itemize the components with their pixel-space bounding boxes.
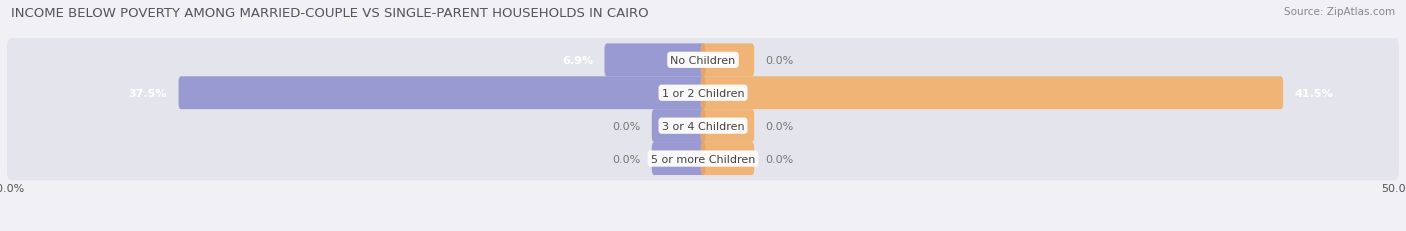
FancyBboxPatch shape bbox=[652, 110, 706, 143]
FancyBboxPatch shape bbox=[700, 44, 754, 77]
FancyBboxPatch shape bbox=[7, 104, 1399, 148]
Text: 0.0%: 0.0% bbox=[766, 154, 794, 164]
FancyBboxPatch shape bbox=[7, 137, 1399, 180]
FancyBboxPatch shape bbox=[652, 143, 706, 175]
FancyBboxPatch shape bbox=[7, 72, 1399, 115]
FancyBboxPatch shape bbox=[700, 110, 754, 143]
Text: 37.5%: 37.5% bbox=[129, 88, 167, 98]
Text: 6.9%: 6.9% bbox=[562, 56, 593, 66]
Text: Source: ZipAtlas.com: Source: ZipAtlas.com bbox=[1284, 7, 1395, 17]
Text: 0.0%: 0.0% bbox=[612, 154, 640, 164]
Text: 1 or 2 Children: 1 or 2 Children bbox=[662, 88, 744, 98]
Text: No Children: No Children bbox=[671, 56, 735, 66]
FancyBboxPatch shape bbox=[179, 77, 706, 110]
Text: 3 or 4 Children: 3 or 4 Children bbox=[662, 121, 744, 131]
Text: 0.0%: 0.0% bbox=[766, 56, 794, 66]
FancyBboxPatch shape bbox=[700, 77, 1284, 110]
Text: 0.0%: 0.0% bbox=[766, 121, 794, 131]
Text: 41.5%: 41.5% bbox=[1295, 88, 1333, 98]
Text: 0.0%: 0.0% bbox=[612, 121, 640, 131]
FancyBboxPatch shape bbox=[605, 44, 706, 77]
Text: 5 or more Children: 5 or more Children bbox=[651, 154, 755, 164]
Text: INCOME BELOW POVERTY AMONG MARRIED-COUPLE VS SINGLE-PARENT HOUSEHOLDS IN CAIRO: INCOME BELOW POVERTY AMONG MARRIED-COUPL… bbox=[11, 7, 650, 20]
FancyBboxPatch shape bbox=[7, 39, 1399, 82]
FancyBboxPatch shape bbox=[700, 143, 754, 175]
